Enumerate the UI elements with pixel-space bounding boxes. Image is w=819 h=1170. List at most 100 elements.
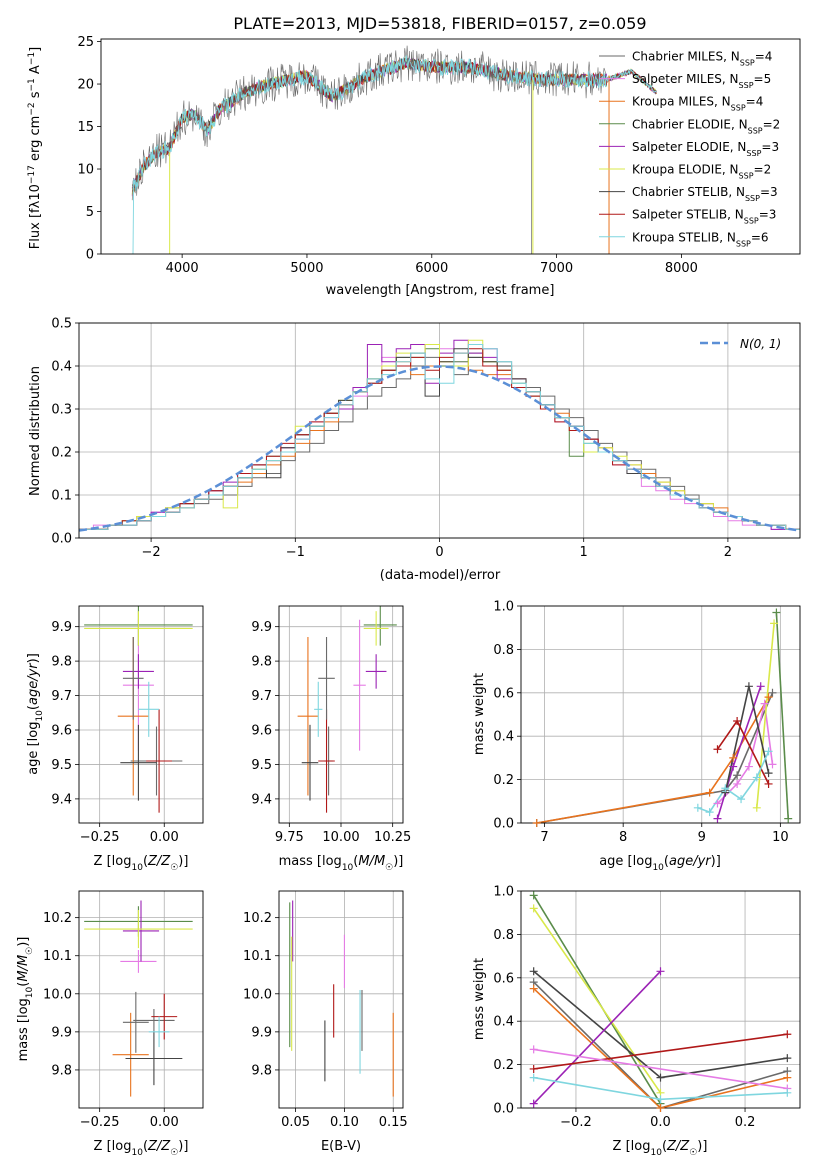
weight-marker: [529, 1064, 538, 1073]
legend-label: Chabrier ELODIE, NSSP=2: [632, 117, 780, 135]
figure-title: PLATE=2013, MJD=53818, FIBERID=0157, z=0…: [233, 14, 646, 33]
x-tick-label: 1: [580, 545, 588, 560]
weight-series: [536, 696, 770, 823]
y-tick-label: 9.6: [251, 724, 272, 739]
y-tick-label: 9.7: [51, 689, 72, 704]
weight-marker: [733, 717, 742, 726]
residual-histogram-panel: −2 −1 0 1 2 0.0 0.1 0.2 0.3 0.4 0.5 N(0, 1) (data-mo…: [28, 317, 801, 583]
y-axis-label: mass [log10(M/M☉)]: [16, 937, 35, 1062]
weight-marker: [760, 699, 769, 708]
axes-frame: [278, 890, 404, 1109]
weight-marker: [768, 760, 777, 769]
weight-marker: [656, 1104, 665, 1112]
weight-series: [533, 981, 788, 1108]
weight-marker: [529, 1073, 538, 1082]
y-tick-label: 0.5: [51, 317, 72, 332]
weight-marker: [532, 819, 541, 827]
weight-marker: [721, 784, 730, 793]
y-tick-label: 10.1: [243, 949, 272, 964]
legend-label: Kroupa STELIB, NSSP=6: [632, 230, 769, 248]
y-tick-label: 15: [77, 120, 94, 135]
y-tick-label: 0.2: [51, 446, 72, 461]
y-tick-label: 0: [86, 248, 94, 263]
y-tick-label: 0.6: [493, 971, 514, 986]
x-axis-label: wavelength [Angstrom, rest frame]: [326, 283, 555, 298]
x-tick-label: 0.0: [650, 1115, 671, 1130]
y-tick-label: 10.1: [43, 949, 72, 964]
y-tick-label: 9.7: [251, 689, 272, 704]
x-axis-label: (data-model)/error: [380, 568, 501, 583]
y-axis-label: Flux [fλ10−17 erg cm−2 s−1 A−1]: [27, 47, 43, 249]
y-tick-label: 10.2: [243, 911, 272, 926]
weight-marker: [529, 1099, 538, 1108]
weight-marker: [733, 779, 742, 788]
weight-marker: [529, 904, 538, 913]
weight-marker: [529, 1045, 538, 1054]
x-axis-label: Z [log10(Z/Z☉)]: [94, 1139, 189, 1158]
y-tick-label: 0.6: [493, 686, 514, 701]
x-tick-label: −2: [142, 545, 161, 560]
y-axis-label: mass weight: [472, 673, 487, 755]
x-tick-label: 0.2: [735, 1115, 756, 1130]
weight-marker: [756, 682, 765, 691]
y-tick-label: 9.8: [51, 655, 72, 670]
weight-marker: [713, 799, 722, 808]
spectrum-panel: 4000 5000 6000 7000 8000 0 5 10 15 20 25 wavelength…: [27, 35, 801, 298]
y-tick-label: 20: [77, 78, 94, 93]
weight-marker: [729, 753, 738, 762]
plot-area: [84, 900, 193, 1097]
y-axis-label: age [log10(age/yr)]: [26, 653, 45, 775]
weight-marker: [733, 771, 742, 780]
y-tick-label: 0.4: [51, 360, 72, 375]
weight-marker: [752, 803, 761, 812]
legend-label: Kroupa ELODIE, NSSP=2: [632, 163, 771, 181]
legend-label-gauss: N(0, 1): [740, 337, 781, 351]
x-axis-label: mass [log10(M/M☉)]: [279, 854, 404, 873]
weight-series: [756, 623, 775, 808]
weight-marker: [529, 984, 538, 993]
legend-label: Kroupa MILES, NSSP=4: [632, 95, 763, 113]
weight-marker: [784, 814, 793, 823]
y-tick-label: 25: [77, 35, 94, 50]
weight-marker: [768, 688, 777, 697]
x-tick-label: 0: [435, 545, 443, 560]
weight-marker: [656, 1095, 665, 1104]
y-tick-label: 9.5: [51, 758, 72, 773]
mass-vs-ebv-panel: 0.05 0.10 0.15 9.8 9.9 10.0 10.1 10.2 E(B-V): [243, 890, 408, 1154]
x-tick-label: 10.25: [374, 830, 411, 845]
y-tick-label: 9.8: [251, 655, 272, 670]
weight-marker: [764, 779, 773, 788]
weight-marker: [764, 747, 773, 756]
y-tick-label: 9.9: [251, 1025, 272, 1040]
x-tick-label: 10.00: [322, 830, 359, 845]
y-tick-label: 0.0: [51, 532, 72, 547]
x-tick-label: 0.00: [150, 1115, 179, 1130]
y-tick-label: 1.0: [493, 885, 514, 900]
y-axis-label: Normed distribution: [28, 366, 43, 496]
weight-marker: [693, 803, 702, 812]
x-tick-label: 8: [619, 830, 627, 845]
axes-frame: [100, 38, 801, 255]
weight-marker: [764, 693, 773, 702]
plot-area: [289, 900, 394, 1097]
weight-marker: [744, 762, 753, 771]
weight-marker: [783, 1054, 792, 1063]
weight-vs-metallicity-panel: −0.2 0.0 0.2 0.0 0.2 0.4 0.6 0.8 1.0 Z [log10(Z/Z…: [472, 885, 801, 1158]
x-tick-label: 6000: [415, 261, 448, 276]
gaussian-curve: [79, 365, 800, 532]
y-axis-label: mass weight: [472, 958, 487, 1040]
x-axis-label: E(B-V): [321, 1139, 361, 1154]
legend-label: Salpeter MILES, NSSP=5: [632, 72, 771, 90]
x-axis-label: age [log10(age/yr)]: [599, 854, 721, 873]
x-tick-label: 7: [540, 830, 548, 845]
y-tick-label: 0.2: [493, 773, 514, 788]
x-tick-label: −1: [286, 545, 305, 560]
weight-marker: [783, 1088, 792, 1097]
weight-marker: [772, 608, 781, 617]
y-tick-label: 10.2: [43, 911, 72, 926]
axes-frame: [520, 605, 801, 824]
x-axis-label: Z [log10(Z/Z☉)]: [94, 854, 189, 873]
weight-marker: [737, 795, 746, 804]
weight-vs-age-panel: 7 8 9 10 0.0 0.2 0.4 0.6 0.8 1.0 age [log10(age/yr…: [472, 600, 801, 873]
